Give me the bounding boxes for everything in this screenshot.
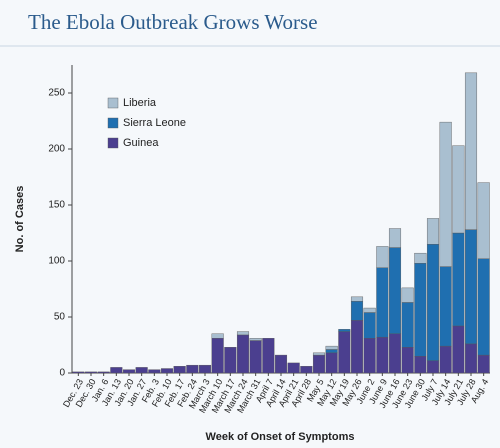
bar-segment (452, 145, 465, 234)
bar-segment (274, 354, 288, 374)
bar-segment (211, 333, 224, 339)
bar-segment (160, 368, 174, 374)
bar-segment (363, 307, 376, 313)
bar-segment (388, 247, 402, 334)
bar-segment (338, 329, 351, 332)
bar-segment (388, 333, 402, 374)
bar-segment (122, 369, 136, 374)
legend-swatch (107, 117, 119, 129)
bar-segment (325, 352, 338, 374)
legend-swatch (107, 137, 119, 149)
bar-segment (401, 347, 414, 374)
bar-segment (464, 229, 478, 345)
bar-segment (439, 266, 452, 347)
bar-segment (401, 302, 414, 348)
bar-segment (249, 338, 262, 341)
bar-segment (426, 218, 440, 245)
bar-segment (464, 343, 478, 374)
bar-segment (477, 258, 490, 356)
bar-segment (464, 72, 478, 230)
bar-segment (312, 352, 326, 356)
bar-segment (236, 334, 250, 374)
bar-segment (186, 364, 199, 374)
bar-segment (376, 336, 389, 374)
legend-label: Guinea (123, 137, 159, 149)
bar-segment (401, 287, 414, 303)
bar-segment (439, 121, 452, 267)
y-tick-label: 0 (59, 368, 65, 379)
bar-segment (414, 252, 427, 264)
bar-segment (376, 267, 389, 338)
y-tick-label: 250 (48, 88, 65, 99)
bar-segment (426, 360, 440, 374)
bar-segment (173, 366, 186, 374)
bar-segment (388, 228, 402, 248)
legend-swatch (107, 97, 119, 109)
y-tick-label: 100 (48, 256, 65, 267)
bar-segment (439, 345, 452, 374)
bar-segment (236, 331, 250, 336)
bar-segment (376, 246, 389, 268)
bar-segment (414, 263, 427, 357)
bar-segment (363, 312, 376, 339)
bar-segment (452, 232, 465, 327)
bar-segment (477, 354, 490, 374)
bar-segment (350, 301, 364, 321)
bar-segment (312, 354, 326, 374)
bar-segment (477, 182, 490, 259)
legend-label: Sierra Leone (123, 117, 186, 129)
bar-segment (135, 367, 148, 374)
bar-segment (426, 243, 440, 361)
bar-segment (148, 369, 161, 374)
bar-segment (287, 362, 300, 374)
bar-segment (211, 338, 224, 374)
y-tick-label: 150 (48, 200, 65, 211)
bar-segment (414, 356, 427, 374)
bar-segment (338, 331, 351, 374)
y-tick-label: 200 (48, 144, 65, 155)
y-axis-label: No. of Cases (14, 186, 26, 253)
y-tick-label: 50 (54, 312, 66, 323)
bar-segment (350, 320, 364, 374)
bar-segment (84, 371, 98, 374)
bar-segment (350, 296, 364, 302)
bar-segment (300, 366, 313, 374)
chart-title: The Ebola Outbreak Grows Worse (28, 10, 318, 34)
bar-segment (325, 349, 338, 354)
bar-segment (97, 371, 110, 374)
bar-segment (72, 371, 85, 374)
x-axis-label: Week of Onset of Symptoms (206, 431, 355, 443)
bar-segment (110, 367, 123, 374)
bar-segment (224, 347, 237, 374)
bar-segment (198, 364, 212, 374)
bar-segment (325, 345, 338, 350)
legend-label: Liberia (123, 97, 157, 109)
bar-segment (452, 325, 465, 374)
bar-segment (363, 338, 376, 374)
bar-segment (262, 338, 275, 374)
bar-segment (249, 340, 262, 374)
